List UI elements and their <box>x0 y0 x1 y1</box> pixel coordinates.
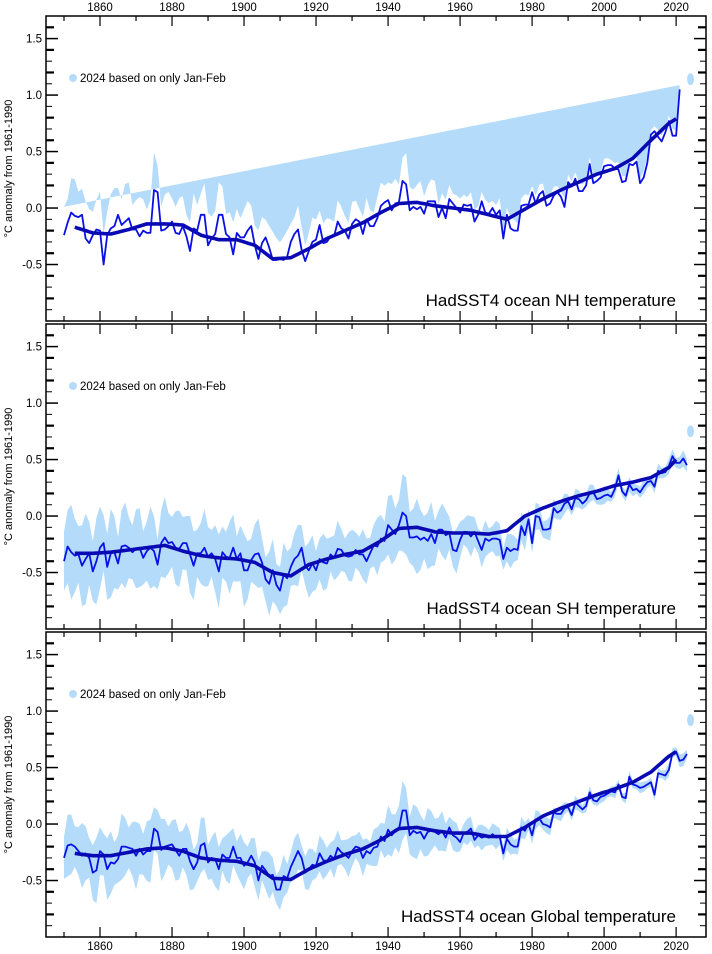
annual-series-line <box>63 89 681 266</box>
point-2024 <box>687 425 695 438</box>
legend-marker <box>69 74 77 82</box>
y-axis-label: °C anomaly from 1961-1990 <box>3 716 15 854</box>
x-tick-label-top: 2000 <box>591 2 617 14</box>
x-tick-label-top: 2020 <box>663 2 689 14</box>
x-tick-label-top: 1940 <box>375 2 401 14</box>
y-tick-label: 1.5 <box>26 34 42 46</box>
legend: 2024 based on only Jan-Feb <box>69 381 226 393</box>
y-tick-label: -0.5 <box>22 260 42 272</box>
x-tick-label-top: 1900 <box>231 2 257 14</box>
legend-text: 2024 based on only Jan-Feb <box>80 73 226 85</box>
x-tick-label-bottom: 1860 <box>87 941 113 953</box>
y-axis-label: °C anomaly from 1961-1990 <box>3 100 15 238</box>
point-2024 <box>687 73 695 86</box>
panel-title: HadSST4 ocean NH temperature <box>426 291 676 310</box>
legend-text: 2024 based on only Jan-Feb <box>80 689 226 701</box>
plot-frame <box>45 323 707 630</box>
x-tick-label-top: 1960 <box>447 2 473 14</box>
y-tick-label: 1.0 <box>26 398 42 410</box>
uncertainty-band <box>64 449 687 616</box>
point-2024 <box>687 714 695 727</box>
y-tick-label: 1.5 <box>26 650 42 662</box>
legend-marker <box>69 382 77 390</box>
x-tick-label-bottom: 2000 <box>591 941 617 953</box>
x-tick-label-top: 1880 <box>159 2 185 14</box>
x-tick-label-bottom: 2020 <box>663 941 689 953</box>
y-axis-label: °C anomaly from 1961-1990 <box>3 408 15 546</box>
legend: 2024 based on only Jan-Feb <box>69 689 226 701</box>
y-tick-label: 0.5 <box>26 763 42 775</box>
plot-frame <box>45 15 707 322</box>
x-tick-label-top: 1980 <box>519 2 545 14</box>
smoothed-series-line <box>74 750 678 882</box>
x-tick-label-top: 1860 <box>87 2 113 14</box>
legend: 2024 based on only Jan-Feb <box>69 73 226 85</box>
legend-marker <box>69 690 77 698</box>
x-tick-label-bottom: 1960 <box>447 941 473 953</box>
plot-frame <box>45 631 707 938</box>
y-tick-label: 1.5 <box>26 342 42 354</box>
legend-text: 2024 based on only Jan-Feb <box>80 381 226 393</box>
y-tick-label: 0.0 <box>26 819 42 831</box>
panel-1: 1.5 1.0 0.5 0.0 -0.5 °C anomaly from 1961-199… <box>3 15 707 322</box>
y-tick-label: 0.0 <box>26 511 42 523</box>
uncertainty-band <box>64 85 680 246</box>
panel-2: 1.5 1.0 0.5 0.0 -0.5 °C anomaly from 1961-199… <box>3 323 707 630</box>
y-tick-label: -0.5 <box>22 876 42 888</box>
smoothed-series-line <box>74 117 678 261</box>
smoothed-series-line <box>74 458 678 578</box>
y-tick-label: 1.0 <box>26 90 42 102</box>
y-tick-label: 1.0 <box>26 706 42 718</box>
y-tick-label: 0.5 <box>26 147 42 159</box>
y-tick-label: 0.0 <box>26 203 42 215</box>
x-tick-label-top: 1920 <box>303 2 329 14</box>
annual-series-line <box>63 750 688 891</box>
y-tick-label: -0.5 <box>22 568 42 580</box>
x-tick-label-bottom: 1980 <box>519 941 545 953</box>
x-tick-label-bottom: 1940 <box>375 941 401 953</box>
panel-title: HadSST4 ocean Global temperature <box>401 907 676 926</box>
x-tick-label-bottom: 1900 <box>231 941 257 953</box>
x-tick-label-bottom: 1920 <box>303 941 329 953</box>
x-tick-label-bottom: 1880 <box>159 941 185 953</box>
uncertainty-band <box>64 747 687 911</box>
panel-title: HadSST4 ocean SH temperature <box>427 599 676 618</box>
y-tick-label: 0.5 <box>26 455 42 467</box>
panel-3: 1.5 1.0 0.5 0.0 -0.5 °C anomaly from 1961-199… <box>3 631 707 938</box>
